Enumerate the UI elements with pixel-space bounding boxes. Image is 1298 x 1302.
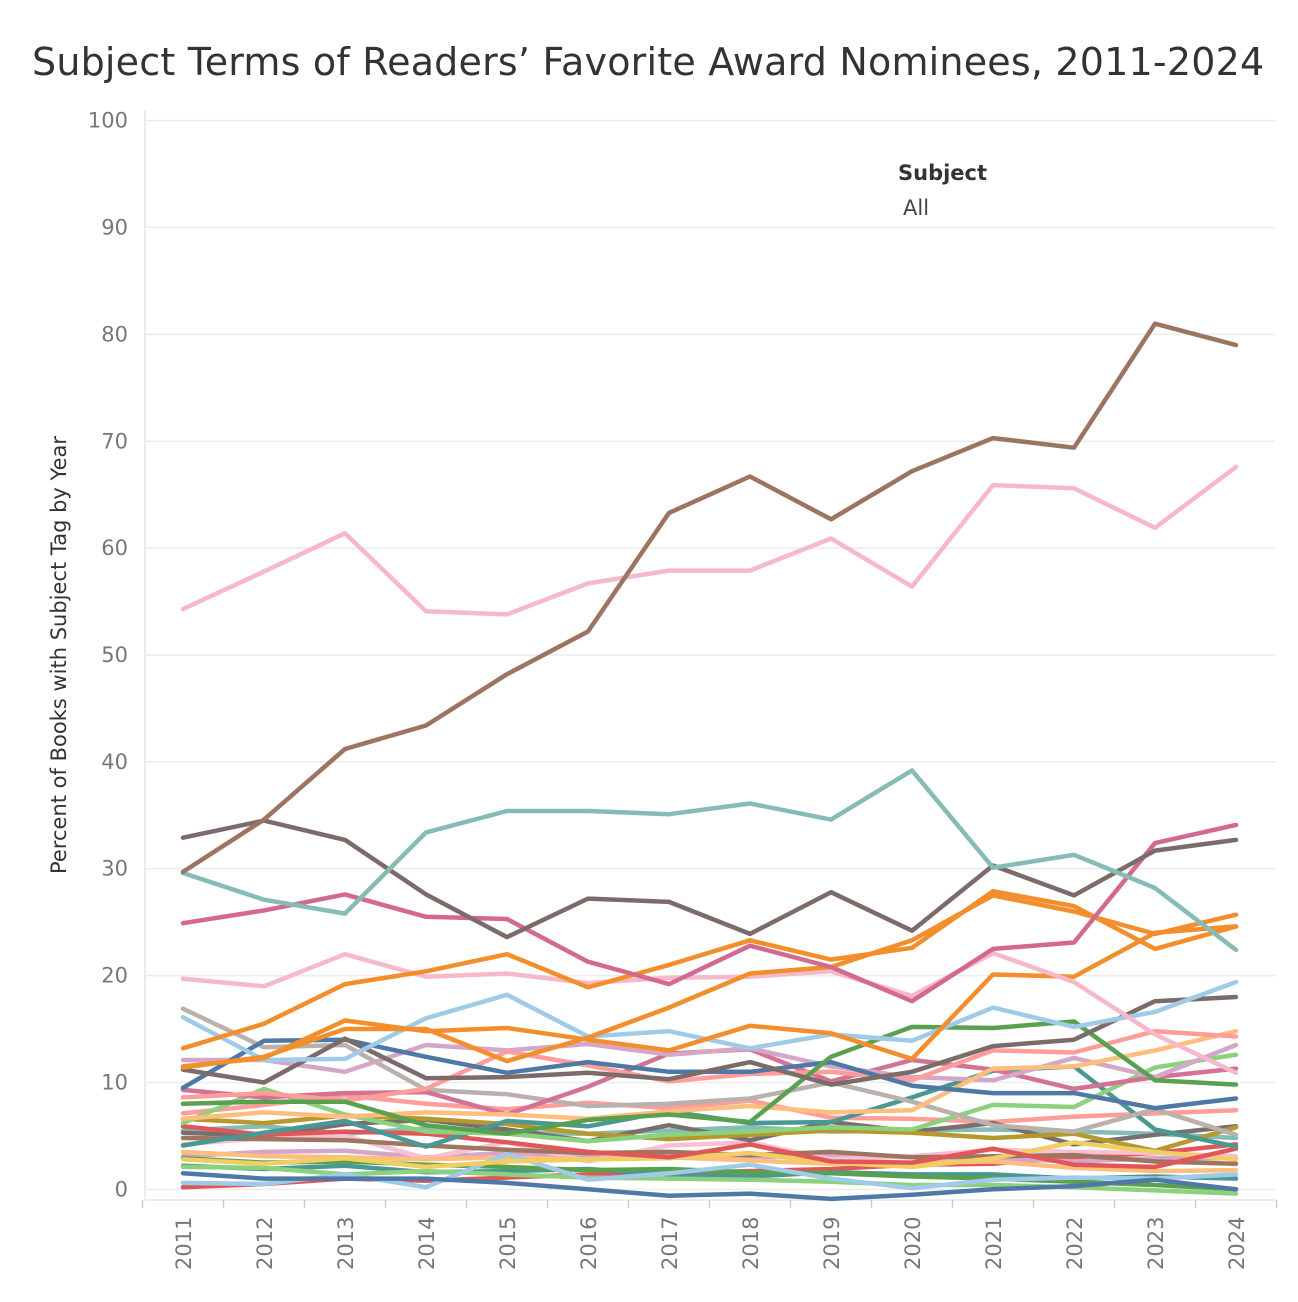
series-lines [180,321,1239,1202]
y-tick-label: 0 [115,1177,128,1201]
legend: Subject All [898,161,987,220]
legend-title: Subject [898,161,987,185]
y-tick-label: 40 [101,750,128,774]
series-line[interactable] [180,768,1239,953]
y-tick-label: 10 [101,1070,128,1094]
chart-title: Subject Terms of Readers’ Favorite Award… [32,40,1265,84]
x-tick-label: 2022 [1063,1217,1087,1270]
x-tick-label: 2020 [901,1217,925,1270]
x-tick-label: 2015 [496,1217,520,1270]
x-tick-label: 2021 [982,1217,1006,1270]
series-line[interactable] [180,893,1239,1070]
x-tick-label: 2017 [658,1217,682,1270]
series-line[interactable] [180,818,1239,940]
x-tick-label: 2016 [577,1217,601,1270]
series-line[interactable] [180,1140,1239,1170]
y-tick-label: 100 [88,109,128,133]
y-tick-label: 80 [101,322,128,346]
tick-labels: 0 10 20 30 40 50 60 70 80 90 100 2011 2012 2013 2014 20… [88,109,1249,1270]
y-tick-label: 90 [101,216,128,240]
gridlines [145,119,1275,1191]
y-tick-label: 30 [101,857,128,881]
x-tick-label: 2023 [1144,1217,1168,1270]
series-line[interactable] [180,994,1239,1087]
x-tick-label: 2018 [739,1217,763,1270]
y-tick-label: 20 [101,964,128,988]
x-tick-label: 2019 [820,1217,844,1270]
x-tick-label: 2013 [334,1217,358,1270]
x-tick-label: 2024 [1225,1217,1249,1270]
series-line[interactable] [180,888,1239,1051]
axes [141,110,1278,1208]
y-axis-title: Percent of Books with Subject Tag by Yea… [47,436,71,874]
x-tick-label: 2014 [415,1217,439,1270]
series-line[interactable] [180,1028,1239,1122]
series-line[interactable] [180,321,1239,875]
series-line[interactable] [180,1028,1239,1103]
legend-item-all[interactable]: All [903,196,929,220]
y-tick-label: 60 [101,536,128,560]
x-tick-label: 2011 [172,1217,196,1270]
y-tick-label: 50 [101,643,128,667]
series-line[interactable] [180,1124,1239,1170]
series-line[interactable] [180,464,1239,617]
x-tick-label: 2012 [253,1217,277,1270]
series-line[interactable] [180,1041,1239,1083]
series-line[interactable] [180,950,1239,1076]
y-tick-label: 70 [101,429,128,453]
series-line[interactable] [180,1171,1239,1202]
